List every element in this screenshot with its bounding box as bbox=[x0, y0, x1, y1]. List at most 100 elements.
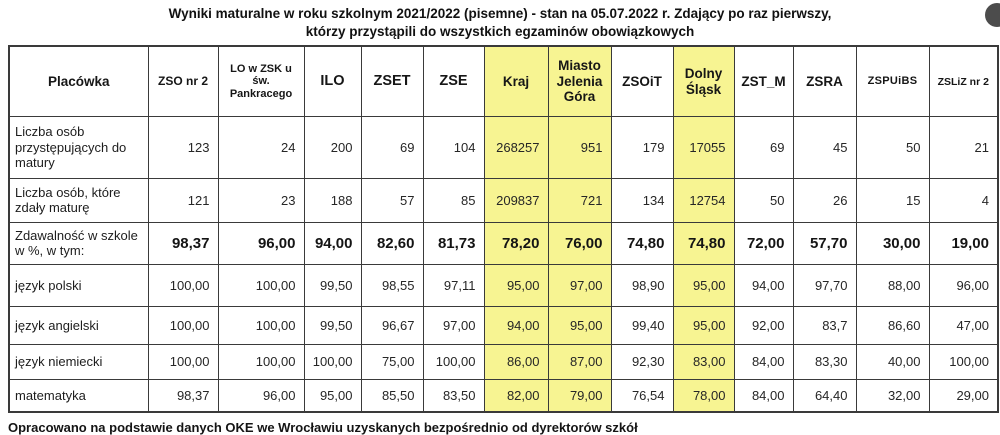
value-cell: 69 bbox=[733, 115, 794, 179]
row-label: Liczba osób przystępujących do matury bbox=[8, 115, 149, 179]
value-cell: 87,00 bbox=[547, 343, 612, 380]
value-cell: 15 bbox=[855, 177, 930, 223]
table-row: matematyka 98,37 96,00 95,00 85,50 83,50 82,00… bbox=[8, 378, 999, 413]
value-cell: 26 bbox=[792, 177, 857, 223]
value-cell: 82,60 bbox=[360, 221, 424, 265]
value-cell: 98,37 bbox=[147, 378, 219, 413]
column-header: Miasto Jelenia Góra bbox=[547, 45, 612, 117]
row-label: Zdawalność w szkole w %, w tym: bbox=[8, 221, 149, 265]
value-cell: 75,00 bbox=[360, 343, 424, 380]
column-header: ZSOiT bbox=[610, 45, 674, 117]
table-row: Zdawalność w szkole w %, w tym: 98,37 96,0… bbox=[8, 221, 999, 265]
value-cell: 86,60 bbox=[855, 305, 930, 345]
value-cell: 85,50 bbox=[360, 378, 424, 413]
value-cell: 97,70 bbox=[792, 263, 857, 307]
value-cell: 268257 bbox=[483, 115, 549, 179]
value-cell: 100,00 bbox=[147, 263, 219, 307]
value-cell: 30,00 bbox=[855, 221, 930, 265]
value-cell: 88,00 bbox=[855, 263, 930, 307]
value-cell: 134 bbox=[610, 177, 674, 223]
value-cell: 29,00 bbox=[928, 378, 999, 413]
value-cell: 47,00 bbox=[928, 305, 999, 345]
value-cell: 721 bbox=[547, 177, 612, 223]
value-cell: 57,70 bbox=[792, 221, 857, 265]
value-cell: 209837 bbox=[483, 177, 549, 223]
value-cell: 86,00 bbox=[483, 343, 549, 380]
value-cell: 104 bbox=[422, 115, 485, 179]
value-cell: 100,00 bbox=[303, 343, 362, 380]
value-cell: 188 bbox=[303, 177, 362, 223]
row-label: Liczba osób, które zdały maturę bbox=[8, 177, 149, 223]
corner-header-placowka: Placówka bbox=[8, 45, 149, 117]
value-cell: 99,50 bbox=[303, 263, 362, 307]
value-cell: 17055 bbox=[672, 115, 735, 179]
column-header: ZSLiZ nr 2 bbox=[928, 45, 999, 117]
row-label: język angielski bbox=[8, 305, 149, 345]
value-cell: 57 bbox=[360, 177, 424, 223]
column-header: LO w ZSK u św. Pankracego bbox=[217, 45, 305, 117]
table-row: Liczba osób przystępujących do matury 123… bbox=[8, 115, 999, 179]
value-cell: 97,11 bbox=[422, 263, 485, 307]
value-cell: 4 bbox=[928, 177, 999, 223]
value-cell: 95,00 bbox=[547, 305, 612, 345]
value-cell: 69 bbox=[360, 115, 424, 179]
value-cell: 92,30 bbox=[610, 343, 674, 380]
value-cell: 96,67 bbox=[360, 305, 424, 345]
value-cell: 98,90 bbox=[610, 263, 674, 307]
value-cell: 12754 bbox=[672, 177, 735, 223]
value-cell: 94,00 bbox=[483, 305, 549, 345]
value-cell: 40,00 bbox=[855, 343, 930, 380]
value-cell: 123 bbox=[147, 115, 219, 179]
value-cell: 64,40 bbox=[792, 378, 857, 413]
table-row: język niemiecki 100,00 100,00 100,00 75,00 10… bbox=[8, 343, 999, 380]
value-cell: 83,50 bbox=[422, 378, 485, 413]
value-cell: 84,00 bbox=[733, 378, 794, 413]
value-cell: 100,00 bbox=[217, 305, 305, 345]
value-cell: 98,37 bbox=[147, 221, 219, 265]
value-cell: 96,00 bbox=[217, 221, 305, 265]
value-cell: 83,00 bbox=[672, 343, 735, 380]
value-cell: 21 bbox=[928, 115, 999, 179]
value-cell: 95,00 bbox=[483, 263, 549, 307]
value-cell: 83,30 bbox=[792, 343, 857, 380]
value-cell: 96,00 bbox=[217, 378, 305, 413]
value-cell: 100,00 bbox=[147, 305, 219, 345]
value-cell: 76,54 bbox=[610, 378, 674, 413]
value-cell: 100,00 bbox=[147, 343, 219, 380]
column-header: ILO bbox=[303, 45, 362, 117]
value-cell: 76,00 bbox=[547, 221, 612, 265]
value-cell: 79,00 bbox=[547, 378, 612, 413]
value-cell: 96,00 bbox=[928, 263, 999, 307]
value-cell: 100,00 bbox=[422, 343, 485, 380]
value-cell: 78,20 bbox=[483, 221, 549, 265]
value-cell: 99,50 bbox=[303, 305, 362, 345]
value-cell: 100,00 bbox=[217, 343, 305, 380]
value-cell: 99,40 bbox=[610, 305, 674, 345]
table-row: język angielski 100,00 100,00 99,50 96,67 97,… bbox=[8, 305, 999, 345]
results-table-head: Placówka ZSO nr 2 LO w ZSK u św. Pankraceg… bbox=[8, 45, 999, 117]
row-label: język niemiecki bbox=[8, 343, 149, 380]
value-cell: 50 bbox=[855, 115, 930, 179]
value-cell: 98,55 bbox=[360, 263, 424, 307]
value-cell: 97,00 bbox=[422, 305, 485, 345]
value-cell: 32,00 bbox=[855, 378, 930, 413]
value-cell: 200 bbox=[303, 115, 362, 179]
value-cell: 81,73 bbox=[422, 221, 485, 265]
column-header: Dolny Śląsk bbox=[672, 45, 735, 117]
value-cell: 45 bbox=[792, 115, 857, 179]
corner-artifact bbox=[985, 3, 1000, 27]
value-cell: 95,00 bbox=[303, 378, 362, 413]
column-header: Kraj bbox=[483, 45, 549, 117]
value-cell: 82,00 bbox=[483, 378, 549, 413]
title-line-1: Wyniki maturalne w roku szkolnym 2021/20… bbox=[168, 6, 832, 21]
source-note: Opracowano na podstawie danych OKE we Wr… bbox=[8, 420, 638, 435]
value-cell: 100,00 bbox=[928, 343, 999, 380]
results-table-body: Liczba osób przystępujących do matury 123… bbox=[8, 115, 999, 413]
value-cell: 74,80 bbox=[610, 221, 674, 265]
column-header: ZSRA bbox=[792, 45, 857, 117]
value-cell: 95,00 bbox=[672, 263, 735, 307]
value-cell: 19,00 bbox=[928, 221, 999, 265]
value-cell: 78,00 bbox=[672, 378, 735, 413]
results-table: Placówka ZSO nr 2 LO w ZSK u św. Pankraceg… bbox=[8, 45, 999, 414]
value-cell: 24 bbox=[217, 115, 305, 179]
